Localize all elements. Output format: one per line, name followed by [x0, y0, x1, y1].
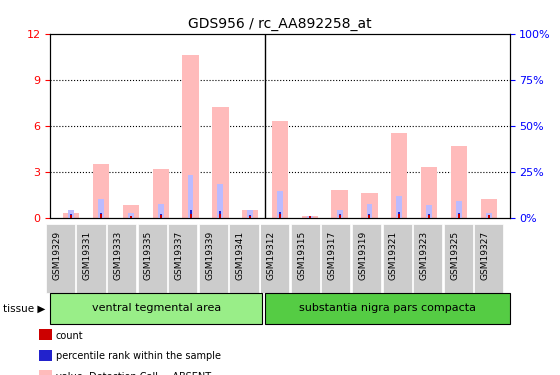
Bar — [307, 216, 312, 217]
Bar — [100, 213, 102, 214]
Bar — [190, 210, 192, 214]
Bar — [368, 214, 370, 215]
Bar — [458, 214, 460, 217]
Bar — [332, 190, 348, 217]
Bar — [302, 216, 318, 217]
Bar — [488, 215, 489, 217]
Text: percentile rank within the sample: percentile rank within the sample — [56, 351, 221, 361]
Bar — [279, 214, 281, 217]
Bar — [128, 213, 134, 217]
Bar — [456, 201, 462, 217]
Bar — [63, 213, 80, 217]
Text: GSM19341: GSM19341 — [236, 230, 245, 280]
Bar — [249, 216, 251, 217]
Bar — [98, 199, 104, 217]
Text: count: count — [56, 331, 83, 340]
Bar — [123, 205, 139, 218]
Bar — [68, 210, 74, 218]
Text: GSM19329: GSM19329 — [52, 230, 61, 280]
Text: GSM19331: GSM19331 — [83, 230, 92, 280]
Bar — [71, 215, 72, 217]
Bar — [249, 215, 251, 216]
Bar — [158, 204, 164, 218]
Text: ventral tegmental area: ventral tegmental area — [91, 303, 221, 313]
Text: GSM19335: GSM19335 — [144, 230, 153, 280]
Bar — [428, 214, 430, 215]
Text: GSM19337: GSM19337 — [175, 230, 184, 280]
Bar — [480, 199, 497, 217]
Bar — [309, 216, 311, 217]
Text: GSM19312: GSM19312 — [267, 230, 276, 280]
Bar — [248, 210, 253, 218]
Text: value, Detection Call = ABSENT: value, Detection Call = ABSENT — [56, 372, 211, 375]
Bar — [152, 168, 169, 217]
Text: GSM19323: GSM19323 — [419, 230, 428, 280]
Bar — [391, 133, 408, 218]
Bar — [160, 215, 162, 217]
Bar — [339, 215, 340, 217]
Bar — [428, 215, 430, 217]
Bar — [368, 215, 370, 217]
Bar — [367, 204, 372, 218]
Bar — [337, 210, 343, 218]
Text: GSM19319: GSM19319 — [358, 230, 367, 280]
Bar — [339, 214, 340, 215]
Bar — [190, 214, 192, 217]
Bar — [486, 213, 492, 217]
Bar — [451, 146, 467, 218]
Text: tissue ▶: tissue ▶ — [3, 303, 45, 313]
Bar — [130, 216, 132, 217]
Bar — [242, 210, 258, 218]
Text: GSM19327: GSM19327 — [480, 230, 489, 280]
Bar — [458, 213, 460, 214]
Bar — [220, 211, 221, 214]
Bar — [279, 211, 281, 214]
Text: GSM19333: GSM19333 — [113, 230, 122, 280]
Text: GSM19317: GSM19317 — [328, 230, 337, 280]
Bar — [212, 107, 228, 218]
Bar — [361, 193, 377, 217]
Text: GSM19315: GSM19315 — [297, 230, 306, 280]
Bar — [188, 175, 193, 217]
Bar — [398, 214, 400, 217]
Bar — [277, 192, 283, 217]
Title: GDS956 / rc_AA892258_at: GDS956 / rc_AA892258_at — [188, 17, 372, 32]
Text: GSM19325: GSM19325 — [450, 230, 459, 280]
Bar — [396, 196, 402, 217]
Text: GSM19339: GSM19339 — [205, 230, 214, 280]
Bar — [398, 212, 400, 214]
Bar — [426, 205, 432, 218]
Bar — [93, 164, 109, 218]
Bar — [217, 184, 223, 218]
Bar — [220, 214, 221, 217]
Bar — [421, 167, 437, 218]
Bar — [71, 214, 72, 215]
Bar — [100, 214, 102, 217]
Bar — [183, 55, 199, 217]
Bar — [160, 214, 162, 215]
Text: GSM19321: GSM19321 — [389, 230, 398, 280]
Text: substantia nigra pars compacta: substantia nigra pars compacta — [298, 303, 475, 313]
Bar — [272, 121, 288, 218]
